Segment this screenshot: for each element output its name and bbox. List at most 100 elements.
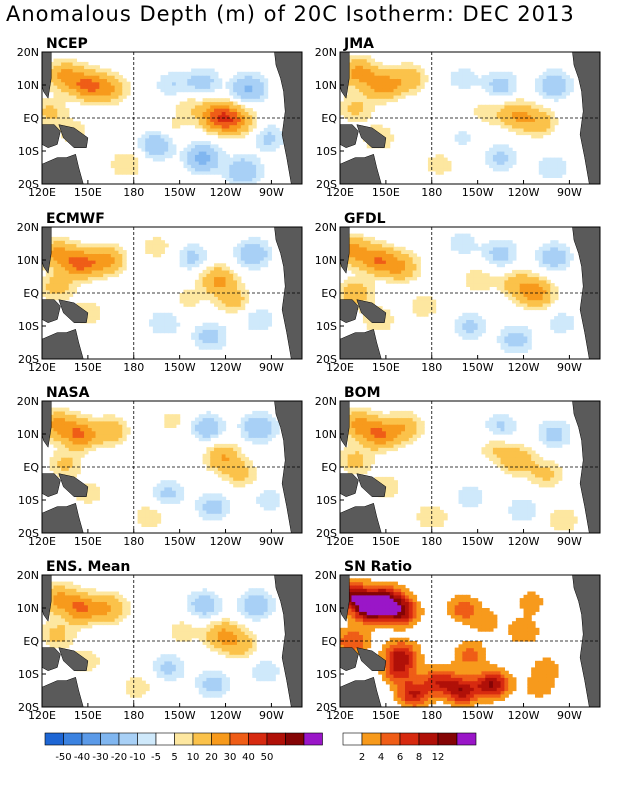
field-cell — [107, 246, 112, 251]
field-cell — [466, 85, 471, 89]
field-cell — [80, 127, 85, 132]
field-cell — [362, 269, 368, 274]
field-cell — [515, 473, 521, 478]
field-cell — [240, 154, 246, 159]
field-cell — [114, 253, 120, 258]
field-cell — [248, 88, 253, 93]
field-cell — [389, 65, 395, 70]
field-cell — [470, 243, 475, 248]
field-cell — [61, 65, 66, 70]
field-cell — [225, 114, 230, 119]
field-cell — [217, 111, 223, 116]
field-cell — [57, 98, 62, 103]
field-cell — [168, 496, 173, 501]
field-cell — [508, 85, 513, 89]
field-cell — [512, 506, 517, 511]
field-cell — [542, 131, 548, 136]
field-cell — [225, 273, 230, 278]
field-cell — [84, 75, 89, 79]
field-cell — [87, 91, 93, 96]
field-cell — [512, 101, 517, 106]
field-cell — [462, 329, 467, 334]
field-cell — [76, 420, 81, 425]
field-cell — [206, 424, 211, 428]
field-cell — [519, 463, 525, 468]
field-cell — [229, 170, 234, 175]
field-cell — [470, 312, 475, 317]
field-cell — [389, 430, 395, 435]
field-cell — [527, 335, 532, 340]
field-cell — [542, 71, 548, 76]
field-cell — [527, 104, 532, 109]
field-cell — [538, 463, 544, 468]
field-cell — [80, 424, 85, 428]
field-cell — [217, 147, 223, 152]
field-cell — [542, 283, 548, 287]
field-cell — [561, 71, 567, 76]
field-cell — [210, 427, 215, 432]
field-cell — [519, 101, 525, 106]
field-cell — [347, 266, 353, 271]
field-cell — [217, 457, 223, 461]
field-cell — [164, 483, 169, 488]
field-cell — [168, 85, 173, 89]
field-cell — [496, 263, 502, 268]
field-cell — [198, 78, 204, 83]
field-cell — [91, 420, 97, 425]
field-cell — [500, 75, 506, 79]
field-cell — [351, 81, 356, 86]
field-cell — [466, 236, 471, 241]
y-tick-label: 20S — [18, 353, 39, 366]
field-cell — [95, 71, 100, 76]
field-cell — [500, 144, 506, 149]
field-cell — [389, 493, 395, 498]
field-cell — [535, 256, 540, 261]
field-cell — [256, 326, 261, 330]
field-cell — [550, 266, 555, 271]
field-cell — [237, 167, 242, 172]
field-cell — [214, 460, 219, 465]
field-cell — [546, 250, 551, 254]
field-cell — [389, 447, 395, 452]
field-cell — [191, 263, 196, 268]
field-cell — [202, 513, 208, 518]
field-cell — [53, 283, 58, 287]
field-cell — [496, 144, 502, 149]
field-cell — [61, 424, 66, 428]
field-cell — [225, 299, 230, 304]
field-cell — [359, 427, 364, 432]
field-cell — [355, 263, 360, 268]
field-cell — [210, 273, 215, 278]
field-cell — [64, 121, 70, 126]
field-cell — [492, 114, 498, 119]
field-cell — [76, 88, 81, 93]
field-cell — [508, 118, 513, 122]
field-cell — [225, 467, 230, 471]
field-cell — [508, 78, 513, 83]
field-cell — [61, 414, 66, 419]
field-cell — [405, 81, 410, 86]
field-cell — [519, 339, 525, 344]
field-cell — [374, 263, 379, 268]
field-cell — [76, 263, 81, 268]
field-cell — [263, 316, 269, 320]
field-cell — [252, 114, 257, 119]
field-cell — [141, 141, 146, 145]
field-cell — [485, 250, 490, 254]
field-cell — [237, 157, 242, 162]
field-cell — [267, 500, 273, 504]
field-cell — [114, 263, 120, 268]
field-cell — [470, 81, 475, 86]
field-cell — [145, 523, 150, 527]
field-cell — [214, 299, 219, 304]
field-cell — [427, 523, 433, 527]
field-cell — [156, 519, 162, 524]
field-cell — [244, 118, 250, 122]
field-cell — [557, 319, 563, 324]
field-cell — [458, 319, 463, 324]
field-cell — [122, 434, 127, 438]
field-cell — [378, 91, 383, 96]
field-cell — [527, 293, 532, 297]
field-cell — [508, 101, 513, 106]
field-cell — [347, 55, 353, 60]
